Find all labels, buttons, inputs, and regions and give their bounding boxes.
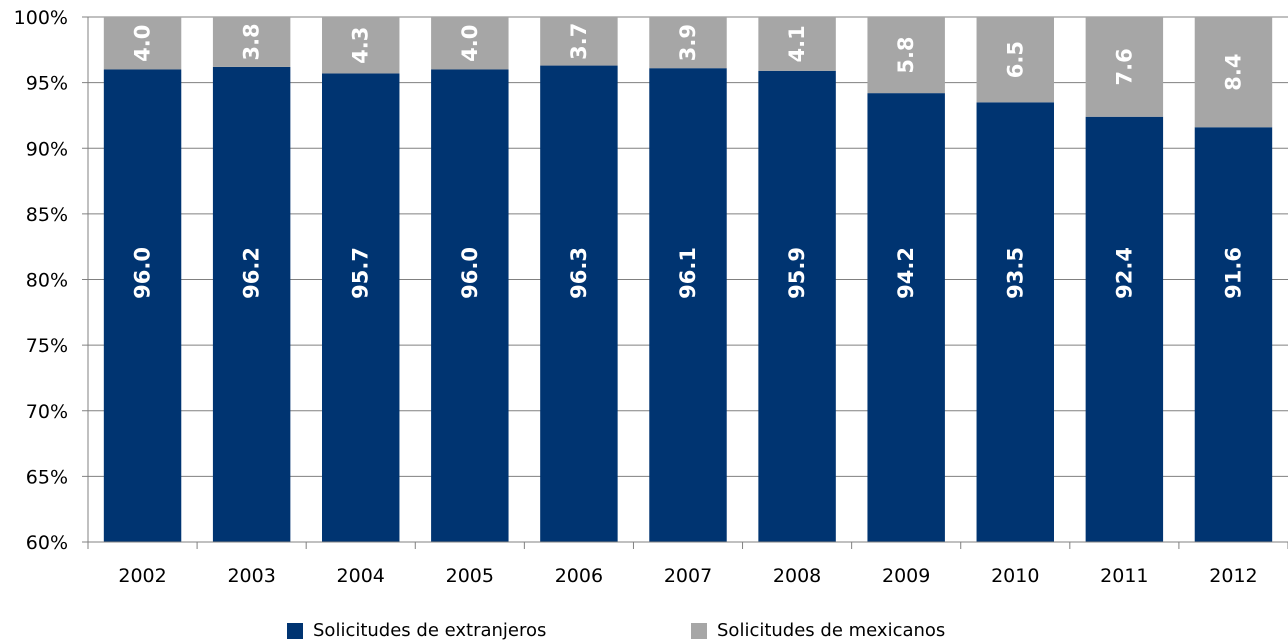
bar-extranjeros: [867, 93, 945, 542]
legend-item-mexicanos: Solicitudes de mexicanos: [691, 620, 945, 641]
data-label: 96.0: [131, 247, 155, 299]
y-tick-label: 90%: [26, 138, 68, 160]
data-label: 96.1: [676, 247, 700, 299]
x-tick-label: 2004: [337, 565, 385, 587]
data-label: 95.7: [349, 247, 373, 299]
data-label: 3.8: [240, 23, 264, 60]
bar-extranjeros: [212, 66, 291, 542]
x-tick-label: 2007: [664, 565, 712, 587]
data-label: 4.0: [131, 25, 155, 62]
bar-mexicanos: [212, 17, 291, 67]
x-tick-label: 2012: [1209, 565, 1257, 587]
bar-mexicanos: [758, 17, 836, 71]
bar-extranjeros: [103, 69, 182, 542]
data-label: 3.7: [567, 23, 591, 60]
data-label: 95.9: [785, 247, 809, 299]
data-label: 3.9: [676, 24, 700, 61]
bar-extranjeros: [540, 65, 618, 542]
y-tick-label: 75%: [26, 335, 68, 357]
bar-extranjeros: [1194, 127, 1273, 542]
data-label: 96.0: [458, 247, 482, 299]
bars: [103, 17, 1273, 542]
y-tick-label: 60%: [26, 532, 68, 554]
legend: Solicitudes de extranjeros Solicitudes d…: [0, 620, 1288, 644]
x-tick-label: 2006: [555, 565, 603, 587]
y-tick-label: 65%: [26, 466, 68, 488]
legend-item-extranjeros: Solicitudes de extranjeros: [287, 620, 546, 641]
data-label: 94.2: [894, 247, 918, 299]
data-label: 4.3: [349, 27, 373, 64]
x-tick-label: 2005: [446, 565, 494, 587]
data-label: 91.6: [1221, 247, 1245, 299]
data-label: 4.0: [458, 25, 482, 62]
data-label: 92.4: [1112, 247, 1136, 299]
legend-label-extranjeros: Solicitudes de extranjeros: [313, 620, 547, 641]
x-tick-label: 2002: [118, 565, 166, 587]
x-tick-label: 2011: [1100, 565, 1148, 587]
y-tick-label: 70%: [26, 401, 68, 423]
bar-mexicanos: [1085, 17, 1164, 117]
bar-mexicanos: [976, 17, 1054, 103]
bar-extranjeros: [322, 73, 400, 542]
bar-mexicanos: [1194, 17, 1273, 128]
data-label: 6.5: [1003, 41, 1027, 78]
data-label: 4.1: [785, 25, 809, 62]
data-label: 96.2: [240, 247, 264, 299]
bar-mexicanos: [103, 17, 182, 70]
y-tick-label: 80%: [26, 270, 68, 292]
bar-extranjeros: [758, 70, 836, 542]
bar-mexicanos: [649, 17, 727, 69]
data-label: 7.6: [1112, 48, 1136, 85]
x-tick-label: 2009: [882, 565, 930, 587]
bar-extranjeros: [976, 102, 1054, 542]
y-tick-label: 95%: [26, 73, 68, 95]
y-tick-label: 85%: [26, 204, 68, 226]
bar-mexicanos: [431, 17, 509, 70]
bar-extranjeros: [649, 68, 727, 542]
data-label: 5.8: [894, 36, 918, 73]
legend-label-mexicanos: Solicitudes de mexicanos: [717, 620, 946, 641]
bar-mexicanos: [867, 17, 945, 94]
data-label: 8.4: [1221, 54, 1245, 91]
legend-swatch-mexicanos: [691, 622, 707, 639]
axes: 60% 65% 70% 75% 80% 85% 90% 95% 100% 2002 2003 2004…: [14, 7, 1288, 587]
y-tick-label: 100%: [14, 7, 68, 29]
x-tick-label: 2010: [991, 565, 1039, 587]
bar-mexicanos: [322, 17, 400, 74]
data-label: 96.3: [567, 247, 591, 299]
bar-extranjeros: [1085, 116, 1164, 542]
x-tick-label: 2003: [227, 565, 275, 587]
bar-mexicanos: [540, 17, 618, 66]
x-tick-label: 2008: [773, 565, 821, 587]
data-label: 93.5: [1003, 247, 1027, 299]
data-labels: 96.0 4.0 96.2 3.8 95.7 4.3 96.0 4.0 96.3 3.7 96.1 3…: [131, 23, 1246, 299]
bar-extranjeros: [431, 69, 509, 542]
legend-swatch-extranjeros: [287, 622, 303, 639]
